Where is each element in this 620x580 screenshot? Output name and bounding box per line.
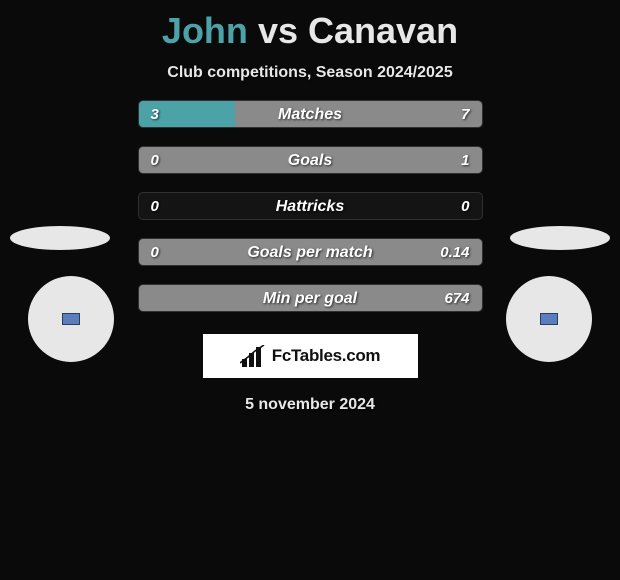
date-label: 5 november 2024 bbox=[0, 396, 620, 414]
fctables-logo: FcTables.com bbox=[203, 334, 418, 378]
player1-photo-placeholder bbox=[10, 226, 110, 250]
comparison-widget: John vs Canavan Club competitions, Seaso… bbox=[0, 0, 620, 580]
stat-row: 674Min per goal bbox=[138, 284, 483, 312]
stat-label: Hattricks bbox=[139, 193, 482, 219]
bars-icon bbox=[240, 345, 268, 367]
player2-name: Canavan bbox=[308, 10, 458, 51]
club-badge-icon bbox=[62, 313, 80, 325]
player1-club-badge bbox=[28, 276, 114, 362]
player1-name: John bbox=[162, 10, 248, 51]
stat-row: 37Matches bbox=[138, 100, 483, 128]
stat-label: Goals per match bbox=[139, 239, 482, 265]
stats-list: 37Matches 01Goals 00Hattricks 00.14Goals pe… bbox=[0, 100, 620, 312]
stat-label: Matches bbox=[139, 101, 482, 127]
stat-row: 00.14Goals per match bbox=[138, 238, 483, 266]
stat-row: 00Hattricks bbox=[138, 192, 483, 220]
stat-label: Goals bbox=[139, 147, 482, 173]
subtitle: Club competitions, Season 2024/2025 bbox=[0, 64, 620, 82]
vs-label: vs bbox=[258, 10, 298, 51]
player2-photo-placeholder bbox=[510, 226, 610, 250]
stat-label: Min per goal bbox=[139, 285, 482, 311]
club-badge-icon bbox=[540, 313, 558, 325]
page-title: John vs Canavan bbox=[0, 0, 620, 52]
player2-club-badge bbox=[506, 276, 592, 362]
logo-text: FcTables.com bbox=[272, 346, 381, 366]
stat-row: 01Goals bbox=[138, 146, 483, 174]
